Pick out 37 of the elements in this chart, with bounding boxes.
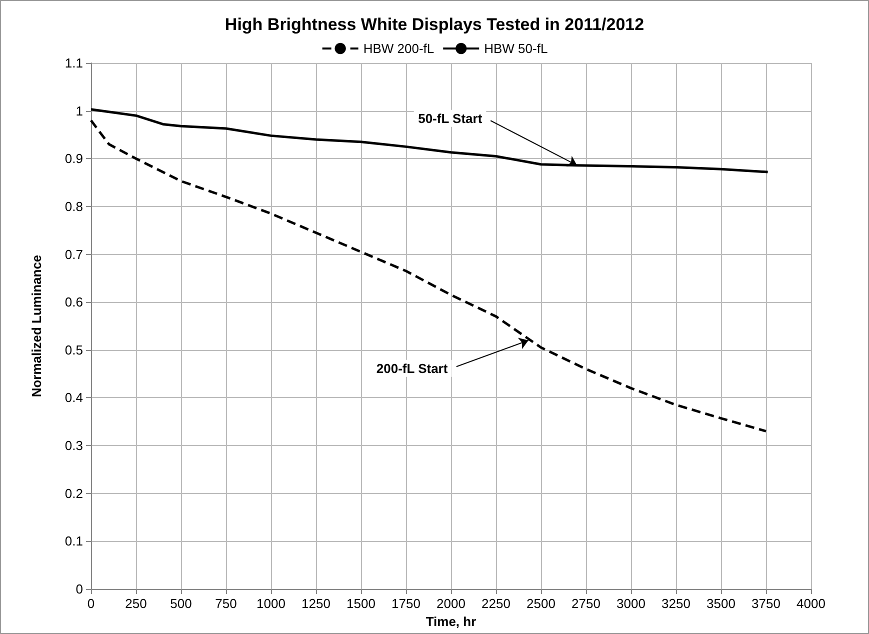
y-tick-label: 0.3 xyxy=(64,438,83,454)
y-tick-label: 0.4 xyxy=(64,390,83,406)
y-tick-label: 0 xyxy=(76,582,83,596)
x-tick-label: 2500 xyxy=(526,596,556,611)
x-tick-label: 0 xyxy=(87,596,95,611)
y-axis-title: Normalized Luminance xyxy=(29,254,44,398)
y-tick-label: 1 xyxy=(76,103,83,118)
x-tick-label: 3000 xyxy=(616,596,646,611)
x-tick-label: 3500 xyxy=(706,596,736,611)
x-tick-label: 1250 xyxy=(302,596,330,611)
x-axis-title: Time, hr xyxy=(426,614,476,629)
x-tick-label: 750 xyxy=(215,596,237,611)
annotation: 200-fL Start xyxy=(376,360,448,376)
y-tick-label: 0.2 xyxy=(64,486,83,501)
y-tick-label: 0.1 xyxy=(64,534,83,549)
x-tick-label: 500 xyxy=(170,596,192,611)
y-tick-label: 0.8 xyxy=(64,198,83,214)
line-series xyxy=(90,108,770,174)
x-tick-label: 2000 xyxy=(436,596,466,611)
x-tick-label: 4000 xyxy=(796,596,826,611)
y-tick-label: 1.1 xyxy=(64,56,83,70)
x-tick-label: 250 xyxy=(125,596,147,611)
y-tick-label: 0.7 xyxy=(64,246,83,262)
y-tick-label: 0.5 xyxy=(64,342,83,358)
y-tick-label: 0.6 xyxy=(64,294,83,310)
annotation: 50-fL Start xyxy=(418,110,483,126)
x-tick-label: 2750 xyxy=(572,596,600,611)
legend-label: HBW 50-fL xyxy=(484,41,548,56)
chart-title: High Brightness White Displays Tested in 2011/2012 xyxy=(224,15,644,34)
y-tick-label: 0.9 xyxy=(64,151,83,166)
x-tick-label: 1500 xyxy=(346,596,376,611)
legend-label: HBW 200-fL xyxy=(363,41,434,56)
x-tick-label: 1000 xyxy=(256,596,286,611)
x-tick-label: 3750 xyxy=(752,596,780,611)
x-tick-label: 1750 xyxy=(392,596,420,611)
x-tick-label: 2250 xyxy=(482,596,510,611)
x-tick-label: 3250 xyxy=(662,596,690,611)
